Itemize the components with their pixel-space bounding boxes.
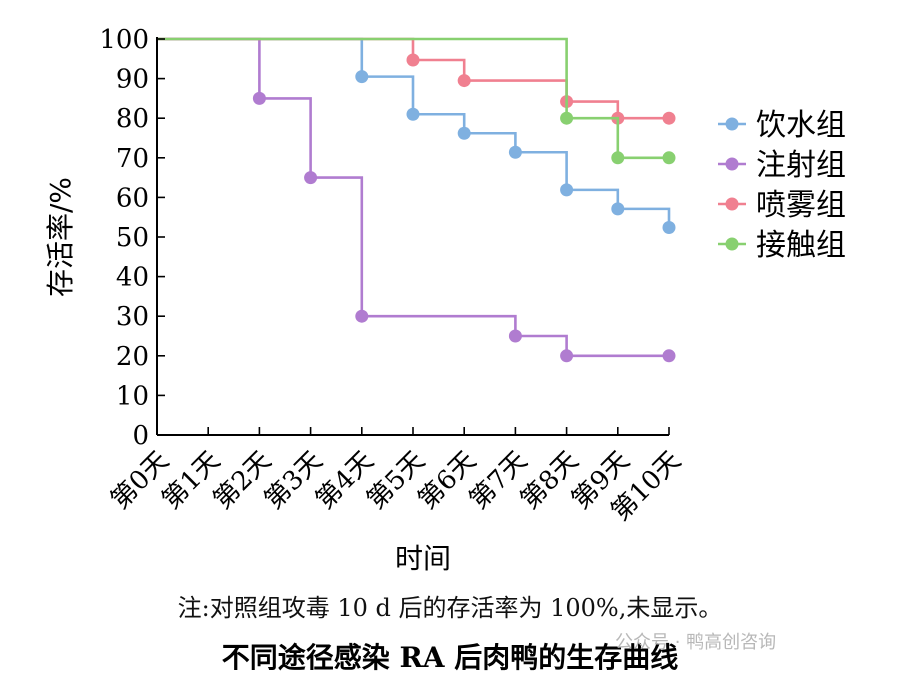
- legend-marker: [725, 157, 739, 171]
- series-point: [508, 329, 522, 343]
- series-point: [508, 145, 522, 159]
- watermark: 公众号 · 鸭高创咨询: [615, 632, 777, 653]
- x-tick-label: 第4天: [310, 446, 380, 516]
- chart-note: 注:对照组攻毒 10 d 后的存活率为 100%,未显示。: [177, 594, 723, 622]
- x-tick-label: 第7天: [464, 446, 534, 516]
- x-axis-title: 时间: [395, 542, 451, 575]
- series-point: [457, 126, 471, 140]
- x-tick-label: 第6天: [412, 446, 482, 516]
- series-point: [662, 151, 676, 165]
- y-axis-title: 存活率/%: [44, 177, 77, 297]
- y-tick-label: 10: [116, 381, 149, 411]
- x-tick-label: 第8天: [515, 446, 585, 516]
- x-tick-label: 第1天: [156, 446, 226, 516]
- legend-marker: [725, 117, 739, 131]
- x-tick-label: 第5天: [361, 446, 431, 516]
- series-point: [611, 151, 625, 165]
- series-point: [252, 91, 266, 105]
- series-point: [355, 70, 369, 84]
- legend-label: 喷雾组: [756, 188, 846, 223]
- series-point: [406, 107, 420, 121]
- series-point: [611, 202, 625, 216]
- y-tick-label: 50: [116, 223, 149, 253]
- series-line: [157, 37, 671, 228]
- series-point: [560, 111, 574, 125]
- x-tick-label: 第0天: [105, 446, 175, 516]
- y-tick-label: 90: [116, 65, 149, 95]
- series-point: [457, 74, 471, 88]
- y-tick-label: 30: [116, 302, 149, 332]
- y-tick-label: 60: [116, 183, 149, 213]
- legend-label: 接触组: [756, 228, 846, 263]
- x-tick-label: 第2天: [208, 446, 278, 516]
- series-line: [157, 37, 669, 160]
- y-tick-label: 100: [99, 25, 149, 55]
- x-tick-label: 第3天: [259, 446, 329, 516]
- legend-marker: [725, 237, 739, 251]
- series-point: [662, 220, 676, 234]
- legend-marker: [725, 197, 739, 211]
- series-point: [355, 309, 369, 323]
- y-tick-label: 40: [116, 263, 149, 293]
- legend-label: 饮水组: [756, 108, 846, 143]
- series-line: [157, 37, 669, 358]
- survival-chart: 0 10 20 30 40 50 60 70 80 90 100 第0天第1天第2天第3天第4天第5天…: [44, 25, 846, 575]
- series-point: [662, 111, 676, 125]
- series-point: [560, 183, 574, 197]
- y-tick-label: 20: [116, 342, 149, 372]
- series-layer: [157, 37, 676, 363]
- series-point: [406, 53, 420, 67]
- y-tick-label: 0: [132, 421, 149, 451]
- series-point: [662, 349, 676, 363]
- axes: 0 10 20 30 40 50 60 70 80 90 100 第0天第1天第2天第3天第4天第5天…: [44, 25, 687, 575]
- series-point: [560, 349, 574, 363]
- y-tick-label: 70: [116, 144, 149, 174]
- series-point: [304, 171, 318, 185]
- figure-caption: 不同途径感染 RA 后肉鸭的生存曲线: [221, 641, 679, 674]
- y-tick-label: 80: [116, 104, 149, 134]
- legend-label: 注射组: [756, 148, 846, 183]
